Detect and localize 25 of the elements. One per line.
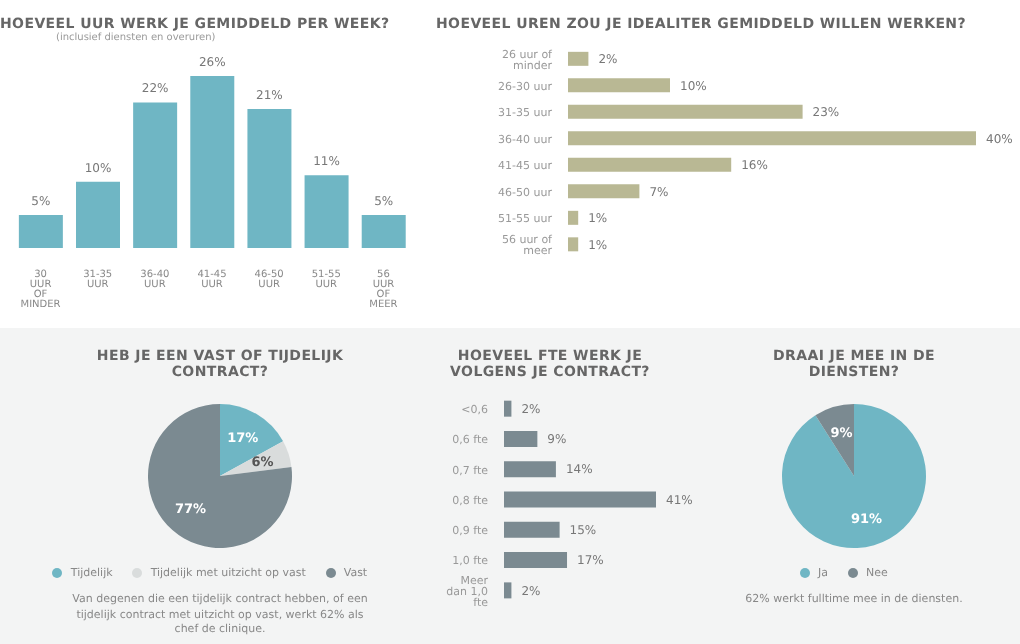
bar xyxy=(568,131,976,146)
bar xyxy=(568,237,579,252)
bar xyxy=(568,157,732,172)
bar xyxy=(133,102,178,248)
bar xyxy=(568,210,579,225)
bar xyxy=(568,184,640,199)
pie-slice xyxy=(220,404,284,476)
bar xyxy=(247,109,292,248)
bar xyxy=(18,214,63,248)
bar xyxy=(504,582,512,599)
bar xyxy=(568,78,670,93)
bar xyxy=(361,214,406,248)
bar xyxy=(190,76,235,248)
bar xyxy=(504,491,656,508)
bar xyxy=(504,552,568,569)
bar xyxy=(504,430,538,447)
bar xyxy=(76,181,120,248)
bar xyxy=(504,400,512,417)
pie-slice xyxy=(148,404,292,548)
bar xyxy=(568,51,589,66)
bar xyxy=(504,521,560,538)
bar xyxy=(568,104,803,119)
bar xyxy=(304,175,349,248)
pie-slice xyxy=(782,404,926,548)
bar xyxy=(504,461,556,478)
